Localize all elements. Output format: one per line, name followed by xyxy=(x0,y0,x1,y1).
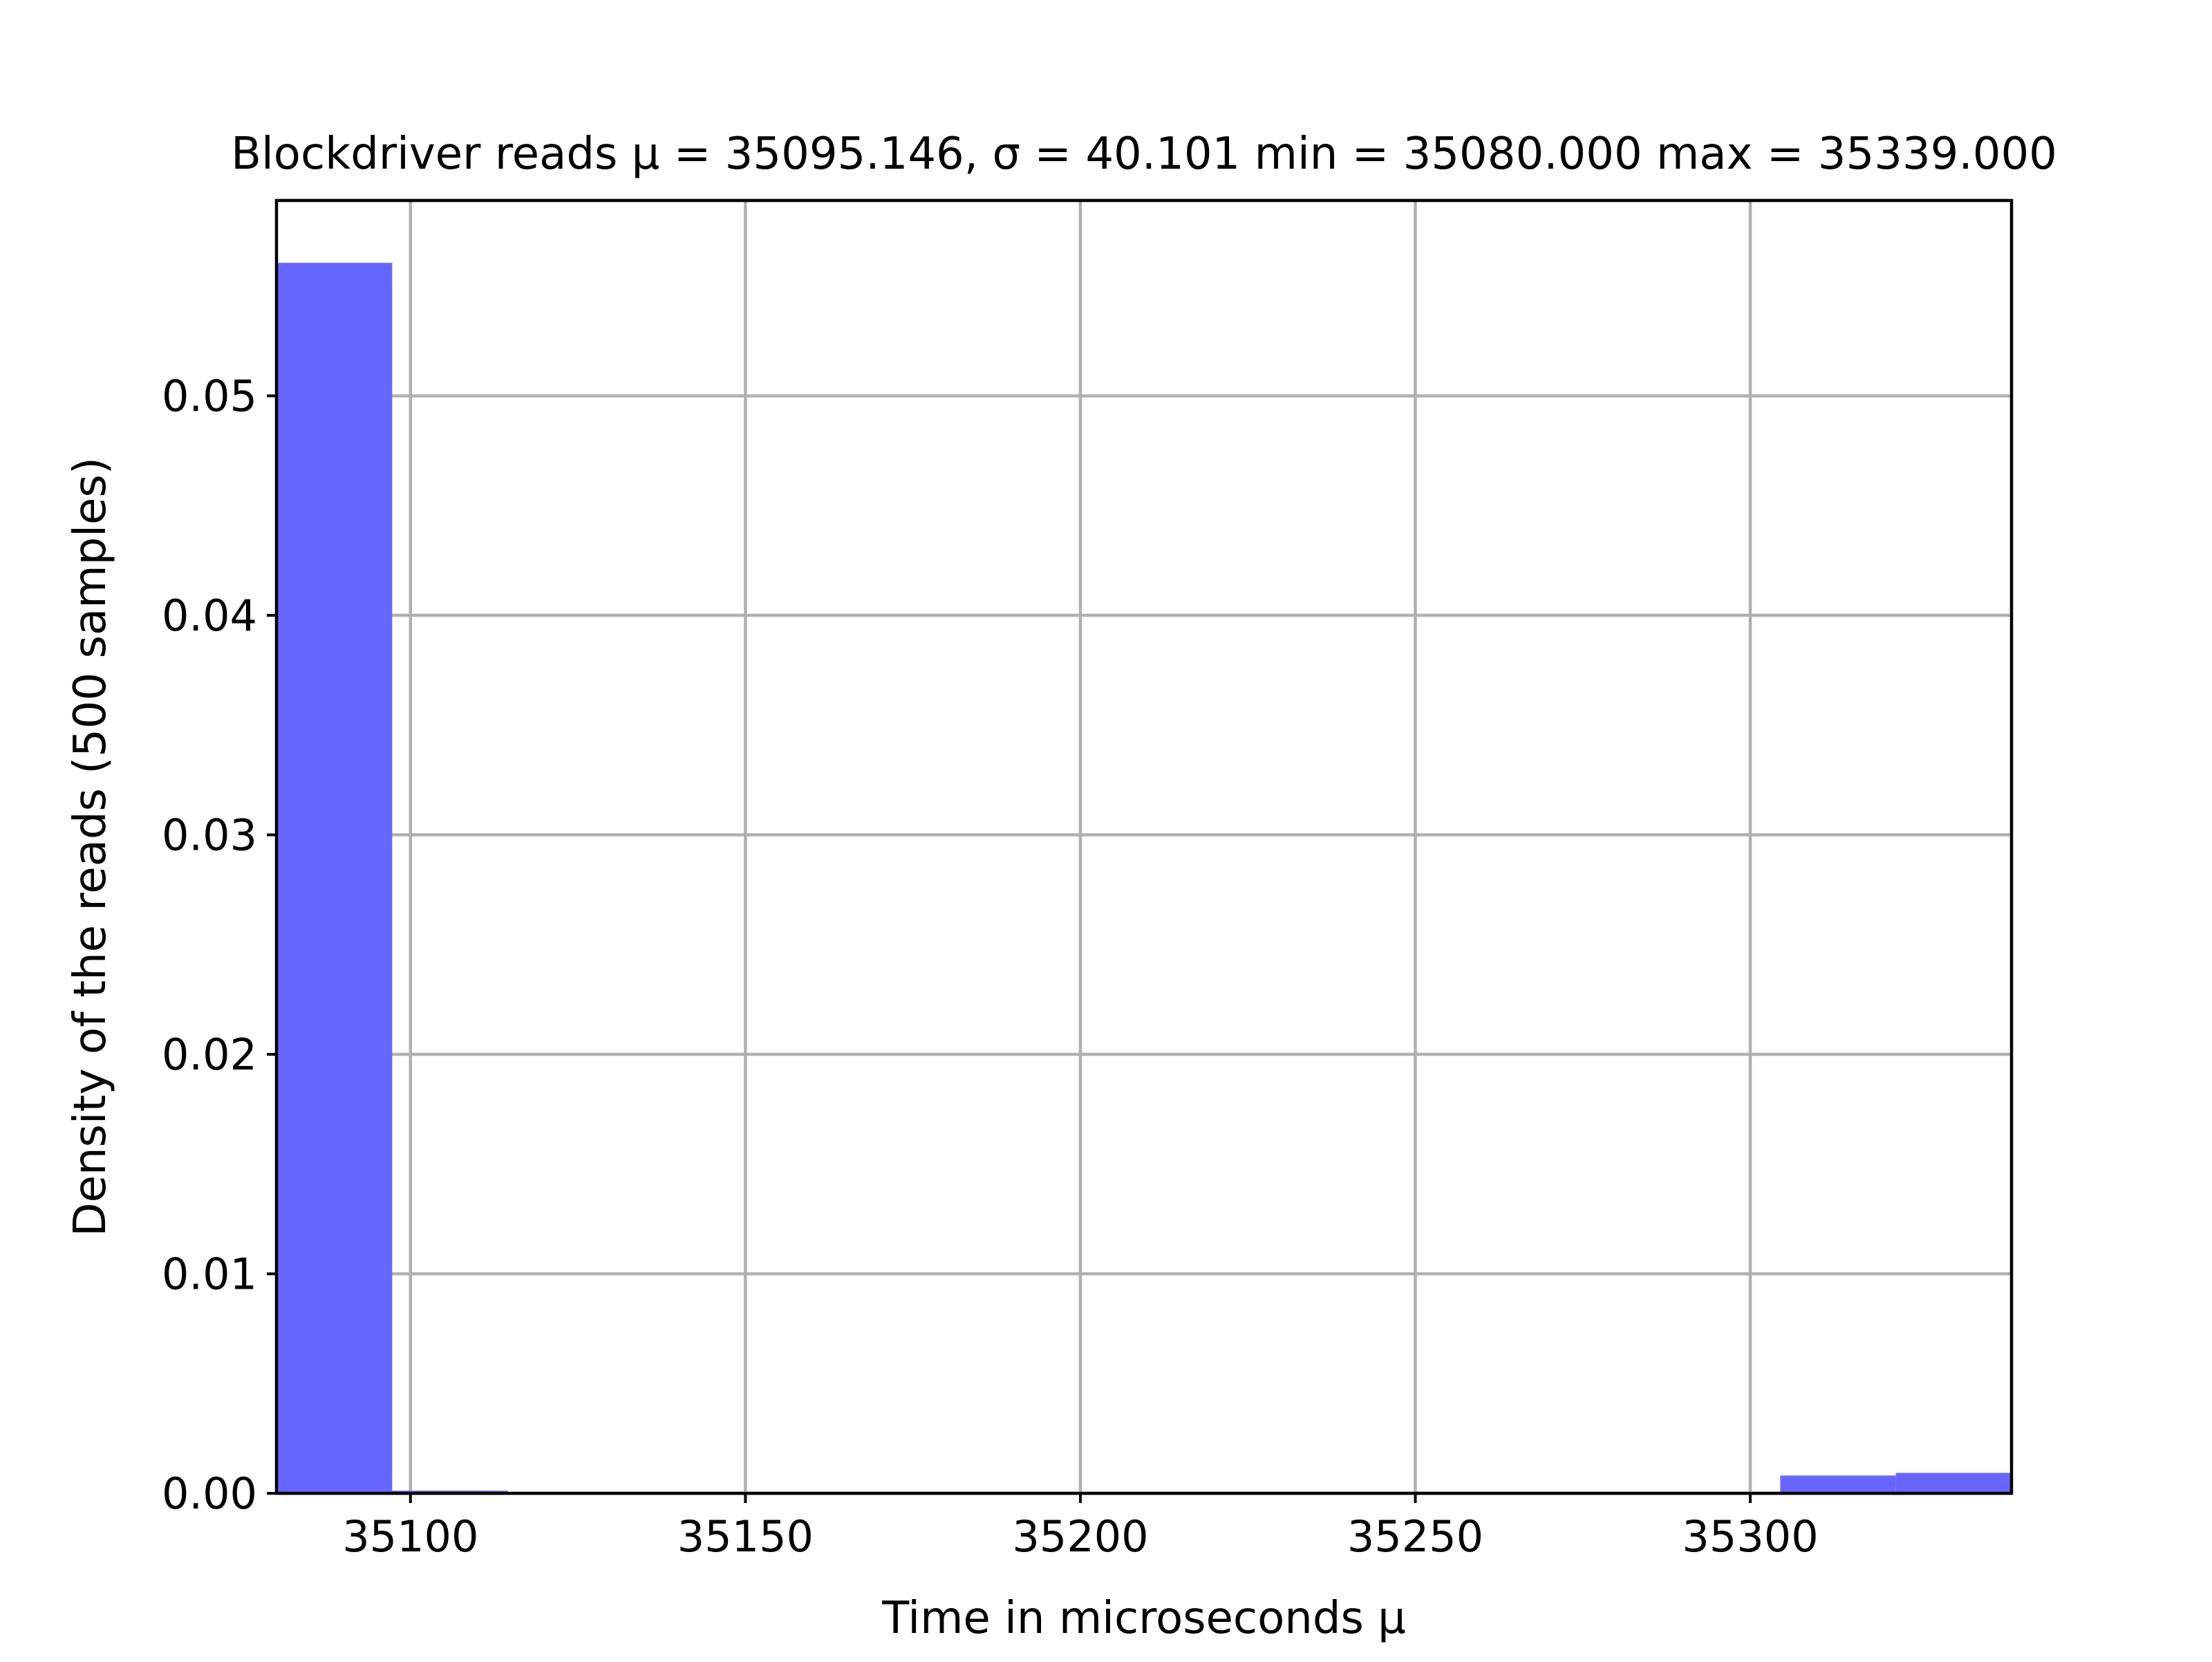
x-tick-label: 35250 xyxy=(1347,1511,1483,1562)
histogram-bar xyxy=(1895,1473,2012,1493)
y-tick-label: 0.03 xyxy=(162,810,257,861)
y-tick-label: 0.05 xyxy=(162,371,257,422)
histogram-bar xyxy=(1780,1475,1896,1493)
grid-layer xyxy=(276,200,2012,1495)
x-tick-label: 35300 xyxy=(1682,1511,1818,1562)
bars-layer xyxy=(276,263,2012,1493)
x-tick-label: 35200 xyxy=(1012,1511,1148,1562)
y-tick-label: 0.04 xyxy=(162,590,257,641)
y-tick-label: 0.01 xyxy=(162,1249,257,1300)
x-tick-label: 35100 xyxy=(342,1511,478,1562)
histogram-bar xyxy=(276,263,393,1493)
y-axis-label: Density of the reads (500 samples) xyxy=(65,457,116,1236)
y-tick-label: 0.02 xyxy=(162,1029,257,1080)
ticks-layer: 35100 35150 35200 35250 35300 0.00 0.01 0.02 0.0… xyxy=(162,371,1819,1562)
y-tick-label: 0.00 xyxy=(162,1468,257,1519)
x-tick-label: 35150 xyxy=(677,1511,814,1562)
x-axis-label: Time in microseconds μ xyxy=(881,1593,1406,1644)
plot-frame xyxy=(274,198,2014,1495)
chart-title: Blockdriver reads μ = 35095.146, σ = 40.… xyxy=(231,129,2057,180)
